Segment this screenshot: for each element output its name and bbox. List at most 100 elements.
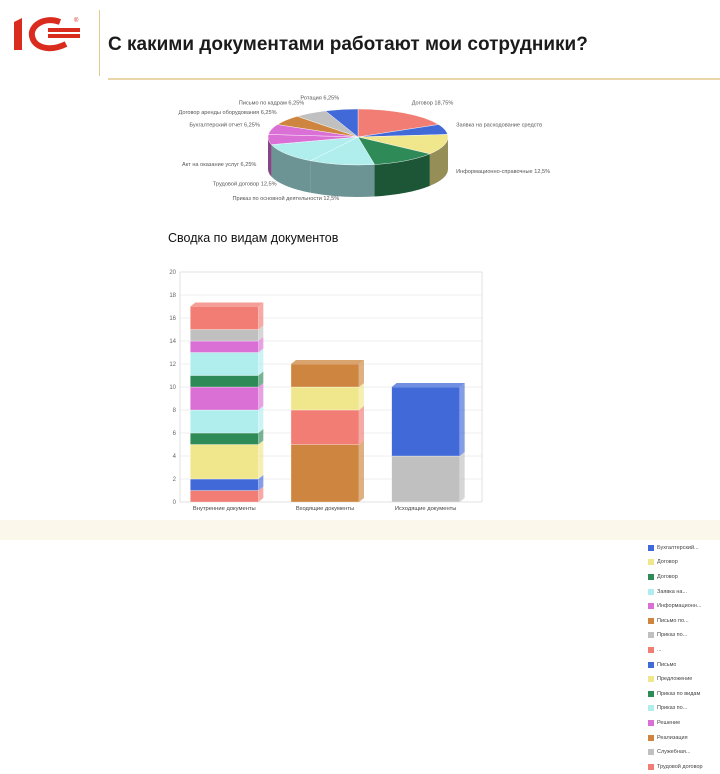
y-tick-label: 14 — [169, 339, 176, 345]
pie-label: Заявка на расходование средств — [456, 123, 542, 129]
bar-segment-side — [258, 441, 263, 480]
legend-item: Предложение — [648, 672, 718, 687]
bar-segment-side — [359, 383, 364, 410]
bar-segment — [190, 387, 258, 410]
legend-label: Приказ по... — [657, 705, 687, 711]
bar-segment-side — [258, 349, 263, 376]
bar-segment-side — [460, 452, 465, 502]
bar-segment — [291, 364, 359, 387]
bar-segment — [190, 491, 258, 503]
bar-segment — [190, 445, 258, 480]
registered-mark: ® — [74, 17, 79, 24]
bar-segment — [190, 479, 258, 491]
legend-swatch — [648, 574, 654, 580]
bar-segment — [291, 445, 359, 503]
legend-swatch — [648, 603, 654, 609]
bar-segment-side — [460, 383, 465, 456]
legend-label: Предложение — [657, 676, 692, 682]
pie-label: Договор 18,75% — [412, 101, 454, 107]
bar-segment — [291, 410, 359, 445]
legend-item: ... — [648, 643, 718, 658]
legend-label: Приказ по видам — [657, 691, 700, 697]
x-tick-label: Внутренние документы — [193, 506, 256, 512]
legend-item: Служебная... — [648, 745, 718, 760]
legend-swatch — [648, 559, 654, 565]
pie-label: Акт на оказание услуг 6,25% — [182, 162, 256, 168]
legend-item: Договор — [648, 570, 718, 585]
legend-item: Заявка на... — [648, 584, 718, 599]
legend-label: Письмо — [657, 662, 676, 668]
bar-segment — [291, 387, 359, 410]
x-tick-label: Исходящие документы — [395, 506, 457, 512]
legend-item: Решение — [648, 716, 718, 731]
x-tick-label: Входящие документы — [296, 506, 354, 512]
y-tick-label: 12 — [169, 362, 176, 368]
header-divider — [99, 10, 100, 76]
legend-swatch — [648, 735, 654, 741]
bar-segment-side — [258, 303, 263, 330]
pie-label: Трудовой договор 12,5% — [213, 181, 277, 188]
pie-label: Информационно-справочные 12,5% — [456, 169, 550, 175]
legend-item: Письмо — [648, 657, 718, 672]
pie-label: Договор аренды оборудования 6,25% — [179, 110, 277, 116]
legend-item: Бухгалтерский... — [648, 541, 718, 556]
legend-item: Трудовой договор — [648, 760, 718, 774]
pie-slice-side — [311, 161, 375, 197]
legend-swatch — [648, 545, 654, 551]
legend-swatch — [648, 676, 654, 682]
legend-label: Договор — [657, 559, 678, 565]
legend-item: Приказ по видам — [648, 687, 718, 702]
bar-segment — [190, 376, 258, 388]
legend-label: Решение — [657, 720, 680, 726]
bar-segment — [190, 353, 258, 376]
legend-swatch — [648, 764, 654, 770]
bottom-strip — [0, 520, 720, 540]
y-tick-label: 0 — [173, 500, 177, 506]
bar-segment — [190, 307, 258, 330]
y-tick-label: 4 — [173, 454, 177, 460]
legend-swatch — [648, 618, 654, 624]
legend-label: Письмо по... — [657, 618, 689, 624]
legend-item: Договор — [648, 555, 718, 570]
pie-label: Ротация 6,25% — [300, 96, 339, 102]
y-tick-label: 2 — [173, 477, 177, 483]
pie-chart: Договор 18,75% Заявка на расходование сре… — [170, 95, 560, 225]
legend-swatch — [648, 632, 654, 638]
bar-segment-side — [359, 441, 364, 503]
legend-swatch — [648, 720, 654, 726]
legend-item: Реализация — [648, 730, 718, 745]
bar-segment-side — [258, 406, 263, 433]
legend-swatch — [648, 589, 654, 595]
legend-swatch — [648, 647, 654, 653]
legend-label: Информационн... — [657, 603, 701, 609]
legend-label: Служебная... — [657, 749, 690, 755]
bar-segment — [392, 387, 460, 456]
legend-label: Бухгалтерский... — [657, 545, 699, 551]
bar-top — [190, 303, 263, 307]
page-title: С какими документами работают мои сотруд… — [108, 34, 588, 56]
bar-segment-side — [258, 383, 263, 410]
y-tick-label: 8 — [173, 408, 177, 414]
y-tick-label: 10 — [169, 385, 176, 391]
legend-swatch — [648, 691, 654, 697]
y-tick-label: 6 — [173, 431, 177, 437]
legend-swatch — [648, 749, 654, 755]
chart-legend: Акт на оказание...Бухгалтерский...Догово… — [648, 526, 718, 774]
bar-segment — [392, 456, 460, 502]
legend-label: Заявка на... — [657, 589, 687, 595]
bar-top — [392, 383, 465, 387]
legend-label: Трудовой договор — [657, 764, 703, 770]
title-underline — [108, 78, 720, 80]
legend-label: ... — [657, 647, 662, 653]
legend-item: Приказ по... — [648, 628, 718, 643]
legend-item: Письмо по... — [648, 614, 718, 629]
legend-label: Реализация — [657, 735, 688, 741]
pie-label: Бухгалтерский отчет 6,25% — [189, 122, 260, 129]
legend-item: Приказ по... — [648, 701, 718, 716]
bar-segment — [190, 341, 258, 353]
bar-segment-side — [359, 360, 364, 387]
y-tick-label: 20 — [169, 270, 176, 276]
y-tick-label: 18 — [169, 293, 176, 299]
slide-header: ® С какими документами работают мои сотр… — [0, 0, 720, 78]
